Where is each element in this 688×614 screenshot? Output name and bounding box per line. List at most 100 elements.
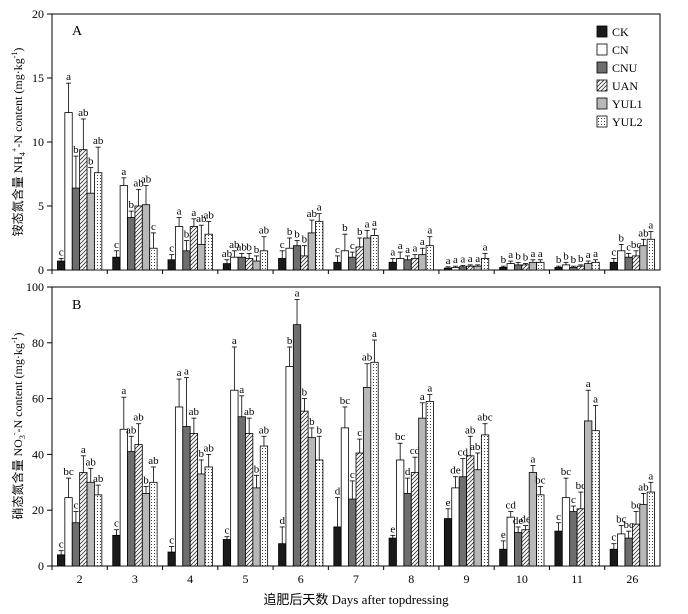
significance-letter: a — [593, 248, 598, 260]
significance-letter: ab — [229, 239, 240, 251]
significance-letter: ab — [222, 248, 233, 260]
significance-letter: a — [648, 220, 653, 232]
significance-letter: ab — [307, 208, 318, 220]
significance-letter: b — [578, 253, 584, 265]
bar-yul1-day-6 — [307, 232, 316, 271]
bar-ck-day-5 — [222, 263, 232, 271]
bar-cnu-day-10 — [514, 264, 523, 271]
bar-ck-day-11 — [554, 530, 563, 567]
bar-ck-day-3 — [112, 256, 121, 271]
significance-letter: c — [280, 239, 285, 251]
bar-yul1-day-26 — [639, 245, 648, 271]
bar-cn-day-26 — [617, 250, 626, 271]
significance-letter: b — [563, 250, 569, 262]
significance-letter: b — [294, 229, 300, 241]
significance-letter: c — [571, 494, 576, 506]
legend-label-cnu: CNU — [612, 61, 638, 75]
bar-yul1-day-26 — [639, 504, 648, 567]
significance-letter: b — [523, 252, 529, 264]
bar-cnu-day-9 — [458, 476, 467, 567]
significance-letter: d — [279, 515, 285, 527]
significance-letter: a — [530, 454, 535, 466]
x-tick-label: 6 — [298, 572, 304, 586]
significance-letter: cd — [506, 500, 517, 512]
significance-letter: c — [169, 243, 174, 255]
significance-letter: a — [446, 255, 451, 267]
significance-letter: b — [501, 254, 507, 266]
bar-uan-day-3 — [134, 205, 143, 271]
bar-yul1-day-9 — [473, 469, 482, 567]
bar-yul1-day-5 — [252, 487, 261, 567]
bar-yul2-day-26 — [646, 238, 655, 271]
y-tick-label: 80 — [32, 336, 44, 350]
significance-letter: c — [59, 246, 64, 258]
significance-letter: b — [254, 244, 260, 256]
bar-yul1-day-8 — [418, 417, 427, 567]
bar-yul1-day-4 — [197, 473, 206, 567]
bar-yul2-day-6 — [315, 459, 324, 567]
x-tick-label: 7 — [353, 572, 359, 586]
significance-letter: b — [515, 250, 521, 262]
significance-letter: bc — [395, 431, 406, 443]
bar-yul2-day-11 — [591, 430, 600, 567]
significance-letter: a — [390, 246, 395, 258]
bar-cn-day-5 — [230, 389, 239, 567]
significance-letter: b — [302, 387, 308, 399]
significance-letter: bc — [63, 466, 74, 478]
bar-cn-day-11 — [561, 497, 571, 567]
bar-cn-day-2 — [64, 497, 73, 567]
significance-letter: c — [151, 221, 156, 233]
bar-ck-day-5 — [222, 539, 232, 567]
significance-letter: a — [177, 206, 182, 218]
bar-cn-day-3 — [119, 185, 128, 271]
bar-uan-day-7 — [355, 246, 364, 271]
bar-uan-day-6 — [300, 255, 309, 271]
bar-yul1-day-2 — [86, 481, 95, 567]
bar-cnu-day-6 — [292, 245, 302, 271]
bar-uan-day-10 — [521, 264, 530, 271]
significance-letter: bc — [561, 466, 572, 478]
significance-letter: a — [475, 253, 480, 265]
significance-letter: b — [619, 232, 625, 244]
significance-letter: ab — [78, 107, 89, 119]
significance-letter: b — [254, 463, 260, 475]
bar-yul2-day-5 — [259, 250, 269, 271]
significance-letter: c — [169, 534, 174, 546]
bar-ck-day-10 — [499, 548, 508, 567]
bar-cnu-day-26 — [624, 256, 633, 271]
panel-b-ylabel: 硝态氮含量 NO3--N content (mg·kg-1) — [10, 333, 27, 520]
bar-uan-day-4 — [189, 433, 198, 567]
y-tick-label: 0 — [38, 263, 44, 277]
significance-letter: b — [309, 416, 315, 428]
bar-ck-day-6 — [278, 258, 287, 271]
bar-ck-day-26 — [609, 548, 618, 567]
significance-letter: a — [460, 254, 465, 266]
significance-letter: b — [73, 144, 79, 156]
x-tick-label: 26 — [626, 572, 638, 586]
x-tick-label: 11 — [571, 572, 583, 586]
significance-letter: a — [177, 367, 182, 379]
bar-yul2-day-9 — [480, 258, 490, 271]
bar-uan-day-9 — [466, 455, 475, 567]
bar-uan-day-3 — [134, 444, 143, 567]
bar-ck-day-4 — [167, 259, 176, 271]
significance-letter: ab — [244, 406, 255, 418]
bar-ck-day-9 — [443, 518, 453, 567]
significance-letter: ab — [203, 442, 214, 454]
bar-cn-day-7 — [340, 427, 350, 567]
significance-letter: a — [121, 166, 126, 178]
bar-yul2-day-26 — [646, 491, 655, 567]
significance-letter: de — [513, 515, 524, 527]
bar-cnu-day-5 — [237, 256, 246, 271]
legend-swatch-yul2 — [596, 115, 608, 128]
significance-letter: a — [372, 217, 377, 229]
significance-letter: c — [114, 518, 119, 530]
bar-yul2-day-7 — [370, 361, 379, 567]
bar-ck-day-3 — [112, 534, 121, 567]
significance-letter: a — [413, 243, 418, 255]
significance-letter: a — [593, 394, 598, 406]
bar-cnu-day-2 — [71, 187, 81, 271]
significance-letter: c — [350, 240, 355, 252]
significance-letter: a — [81, 444, 86, 456]
